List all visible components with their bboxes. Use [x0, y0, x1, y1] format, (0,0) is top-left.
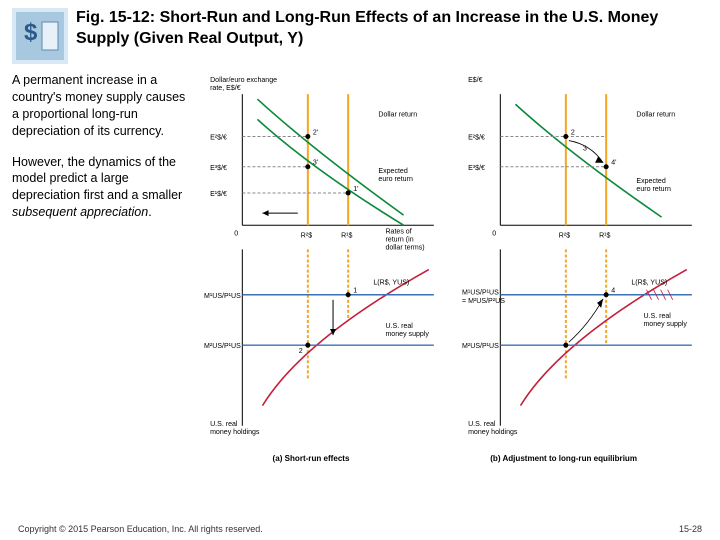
svg-text:0: 0 [492, 230, 496, 237]
panel-b-caption: (b) Adjustment to long-run equilibrium [490, 454, 637, 463]
svg-text:3': 3' [313, 160, 318, 167]
svg-text:U.S. real: U.S. real [210, 421, 238, 428]
svg-text:2: 2 [571, 129, 575, 136]
footer: Copyright © 2015 Pearson Education, Inc.… [0, 524, 720, 534]
svg-text:U.S. real: U.S. real [385, 323, 413, 330]
svg-text:Dollar/euro exchange: Dollar/euro exchange [210, 77, 277, 84]
panel-a-chart: Dollar/euro exchange rate, E$/€ Dollar r… [202, 72, 454, 465]
svg-text:Expected: Expected [636, 178, 665, 185]
content: A permanent increase in a country's mone… [0, 68, 720, 470]
svg-text:Dollar return: Dollar return [636, 111, 675, 118]
svg-text:M²US/P¹US: M²US/P¹US [204, 343, 241, 350]
svg-text:E³$/€: E³$/€ [210, 165, 227, 172]
svg-text:M¹US/P¹US: M¹US/P¹US [204, 293, 241, 300]
svg-text:E³$/€: E³$/€ [468, 165, 485, 172]
svg-text:E²$/€: E²$/€ [468, 135, 485, 142]
svg-text:4: 4 [611, 288, 615, 295]
svg-text:E¹$/€: E¹$/€ [210, 191, 227, 198]
svg-text:euro return: euro return [378, 176, 413, 183]
svg-text:2': 2' [313, 129, 318, 136]
panel-a-caption: (a) Short-run effects [273, 454, 350, 463]
svg-text:money supply: money supply [643, 321, 687, 328]
svg-text:L(R$, YUS): L(R$, YUS) [373, 280, 409, 287]
svg-text:M²US/P¹US: M²US/P¹US [462, 343, 499, 350]
svg-text:Expected: Expected [378, 168, 407, 175]
svg-text:U.S. real: U.S. real [468, 421, 496, 428]
svg-text:$: $ [24, 19, 38, 46]
svg-text:money holdings: money holdings [210, 429, 260, 436]
svg-text:M¹US/P¹US: M¹US/P¹US [462, 290, 499, 297]
svg-text:money supply: money supply [385, 331, 429, 338]
svg-text:L(R$, YUS): L(R$, YUS) [631, 280, 667, 287]
svg-text:E²$/€: E²$/€ [210, 135, 227, 142]
svg-text:E$/€: E$/€ [468, 77, 483, 84]
svg-text:Dollar return: Dollar return [378, 111, 417, 118]
svg-text:rate, E$/€: rate, E$/€ [210, 85, 241, 92]
svg-text:R²$: R²$ [301, 232, 312, 239]
panel-a: Dollar/euro exchange rate, E$/€ Dollar r… [202, 72, 454, 470]
svg-text:Rates of: Rates of [385, 228, 411, 235]
svg-text:= M²US/P²US: = M²US/P²US [462, 298, 505, 305]
svg-text:U.S. real: U.S. real [643, 313, 671, 320]
figure-title: Fig. 15-12: Short-Run and Long-Run Effec… [76, 8, 708, 50]
svg-text:R¹$: R¹$ [599, 232, 610, 239]
svg-text:return (in: return (in [385, 236, 413, 243]
paragraph-2: However, the dynamics of the model predi… [12, 154, 194, 222]
svg-text:1': 1' [353, 186, 358, 193]
explanatory-text: A permanent increase in a country's mone… [12, 72, 202, 470]
svg-text:R²$: R²$ [559, 232, 570, 239]
svg-text:1: 1 [353, 288, 357, 295]
page-number: 15-28 [679, 524, 702, 534]
paragraph-1: A permanent increase in a country's mone… [12, 72, 194, 140]
svg-text:0: 0 [234, 230, 238, 237]
panel-b: E$/€ Dollar return Expected euro return … [460, 72, 712, 470]
svg-text:euro return: euro return [636, 186, 671, 193]
svg-text:3: 3 [583, 146, 587, 153]
textbook-logo-icon: $ [12, 8, 68, 64]
svg-text:4': 4' [611, 160, 616, 167]
header: $ Fig. 15-12: Short-Run and Long-Run Eff… [0, 0, 720, 68]
svg-text:dollar terms): dollar terms) [385, 244, 424, 251]
copyright-text: Copyright © 2015 Pearson Education, Inc.… [18, 524, 263, 534]
panel-b-chart: E$/€ Dollar return Expected euro return … [460, 72, 712, 465]
svg-text:money holdings: money holdings [468, 429, 518, 436]
chart-panels: Dollar/euro exchange rate, E$/€ Dollar r… [202, 72, 712, 470]
svg-text:R¹$: R¹$ [341, 232, 352, 239]
svg-text:2: 2 [299, 348, 303, 355]
